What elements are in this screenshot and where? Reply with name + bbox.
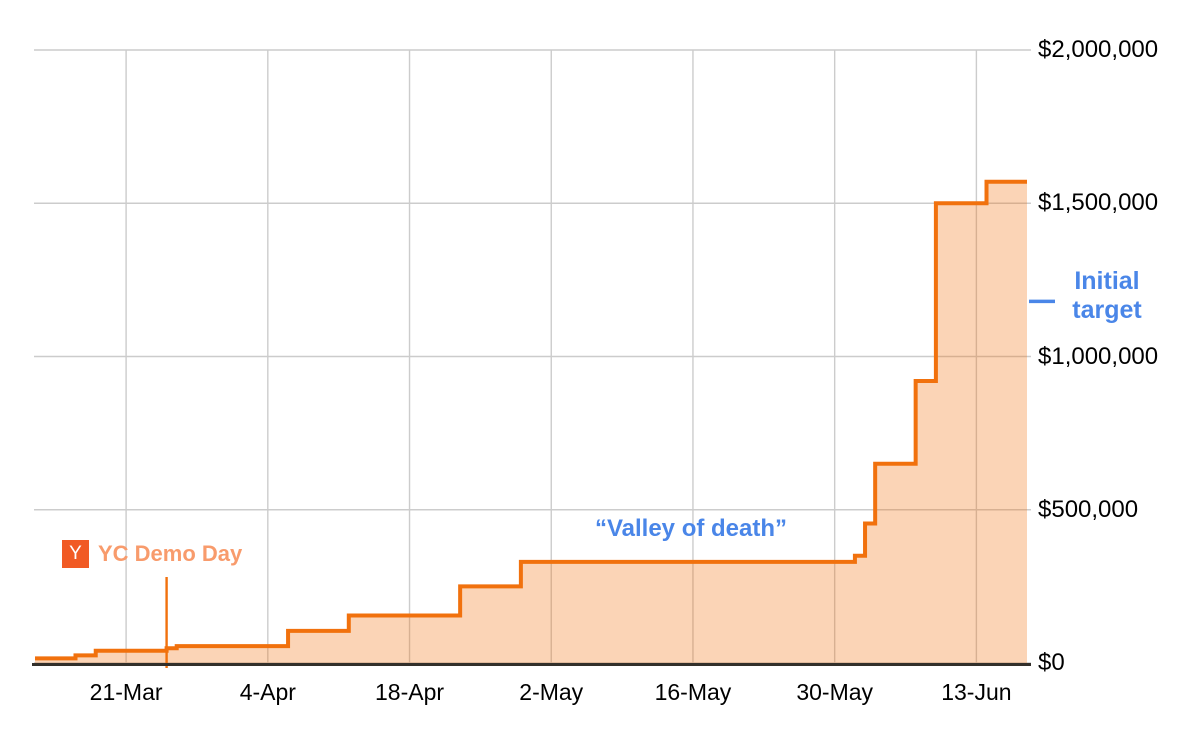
x-axis-label: 18-Apr xyxy=(374,679,445,705)
x-axis-label: 13-Jun xyxy=(941,679,1012,705)
yc-logo-icon: Y xyxy=(62,540,89,568)
y-axis-label: $0 xyxy=(1038,649,1065,676)
initial-target-line1: Initial xyxy=(1074,267,1140,295)
series-area-fill xyxy=(35,181,1027,664)
valley-of-death-annotation: “Valley of death” xyxy=(594,515,788,542)
initial-target-line2: target xyxy=(1072,296,1142,324)
x-axis-label: 4-Apr xyxy=(239,679,296,705)
y-axis-label: $2,000,000 xyxy=(1038,36,1159,63)
x-axis-label: 21-Mar xyxy=(89,679,163,705)
demo-day-label: YC Demo Day xyxy=(98,541,243,566)
y-axis-label: $500,000 xyxy=(1038,495,1139,523)
series-step-line xyxy=(35,179,1027,661)
initial-target-annotation: Initial target xyxy=(1061,267,1153,325)
x-axis-label: 16-May xyxy=(654,679,732,705)
y-axis-label: $1,000,000 xyxy=(1038,342,1159,370)
x-axis-label: 30-May xyxy=(796,679,874,705)
x-axis-label: 2-May xyxy=(519,679,584,705)
y-axis-label: $1,500,000 xyxy=(1038,189,1159,217)
